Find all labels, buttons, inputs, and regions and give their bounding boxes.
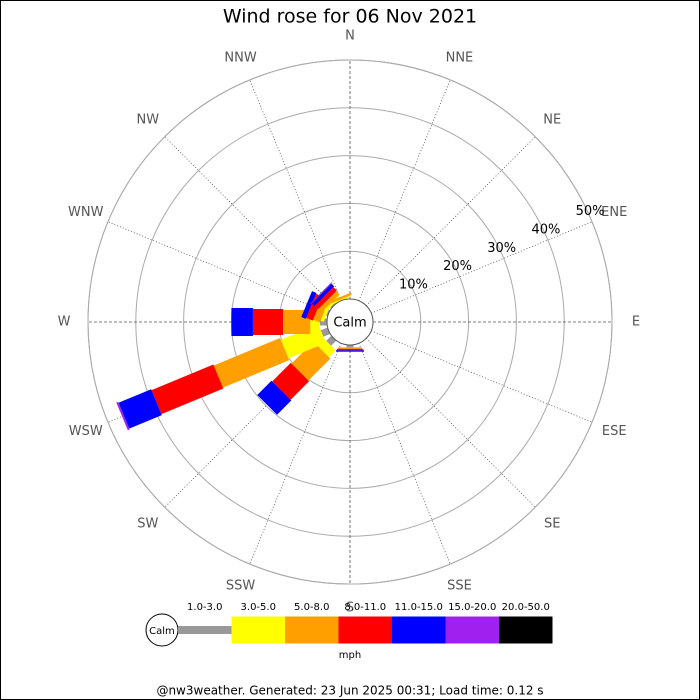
spoke [371,330,593,423]
bar-segment [346,345,354,348]
bar-segment [330,302,337,309]
bar-segment [272,362,310,400]
legend-label: 3.0-5.0 [241,602,276,613]
r-tick-label: 30% [487,241,516,256]
calm-label: Calm [333,316,366,331]
spoke [249,343,342,565]
direction-label: SW [137,517,158,532]
bar-segment [213,338,290,388]
legend-swatch [499,616,553,644]
legend-swatch [445,616,499,644]
legend-label: 15.0-20.0 [448,602,496,613]
direction-label: NE [543,112,561,127]
direction-label: ESE [602,424,627,439]
bar-segment [257,380,292,415]
direction-label: WNW [68,205,104,220]
direction-label: S [346,601,354,616]
legend-label: 8.0-11.0 [344,602,386,613]
direction-label: ENE [601,205,627,220]
bar-segment [310,282,333,305]
direction-label: E [632,315,640,330]
spoke [365,136,536,307]
legend-label: 1.0-3.0 [187,602,222,613]
direction-label: WSW [69,424,103,439]
bar-segment [336,350,364,352]
direction-label: NW [136,112,159,127]
legend: Calm 1.0-3.0 3.0-5.0 5.0-8.0 8.0-11.0 11.0-15… [145,602,553,647]
legend-swatch [285,616,339,644]
grid-ring [87,59,613,585]
bar-segment [291,341,331,381]
grid-ring [183,155,517,489]
bar-segment [338,347,362,349]
legend-calm-label: Calm [149,626,175,637]
r-tick-label: 10% [399,277,428,292]
legend-swatch [178,626,232,634]
direction-label: SSE [447,579,472,594]
legend-label: 20.0-50.0 [502,602,550,613]
bar-segment [231,308,253,336]
direction-label: SE [544,517,560,532]
bar-segment [252,309,284,335]
bar-segment [301,291,317,319]
direction-label: N [345,29,355,44]
chart-title: Wind rose for 06 Nov 2021 [223,6,477,28]
spoke [107,221,329,314]
legend-label: 5.0-8.0 [294,602,329,613]
bar-segment [319,318,327,326]
bar-segment [319,291,340,312]
legend-label: 11.0-15.0 [395,602,443,613]
direction-label: NNW [224,50,256,65]
spoke [164,136,335,307]
plot: N NNE NE ENE E ESE SE SSE S SSW SW WSW W WNW NW NNW 10% 2… [58,29,641,616]
calm-circle [326,298,374,346]
bar-segment [320,327,331,337]
bar-segment [315,287,337,309]
footer: @nw3weather. Generated: 23 Jun 2025 00:3… [156,684,543,698]
direction-label: SSW [226,579,256,594]
bar-segment [310,312,320,332]
spoke [358,79,451,301]
bar-segment [280,324,326,359]
r-tick-label: 20% [443,259,472,274]
spoke [365,337,536,508]
bar-segment [151,364,224,415]
bar-segment [326,309,331,317]
legend-swatch [392,616,446,644]
legend-swatch [338,616,392,644]
legend-swatch [231,616,285,644]
direction-label: NNE [446,50,474,65]
bar-segment [328,292,352,305]
bar-segment [118,389,162,429]
spoke [249,79,342,301]
r-tick-label: 50% [576,204,605,219]
bar-segment [116,401,130,431]
bar-segment [331,295,351,305]
spoke [371,221,593,314]
bar-segment [337,348,363,351]
r-tick-label: 40% [531,223,560,238]
bar-segment [311,283,335,307]
direction-label: W [58,315,71,330]
legend-unit: mph [339,650,361,661]
spoke [358,343,451,565]
